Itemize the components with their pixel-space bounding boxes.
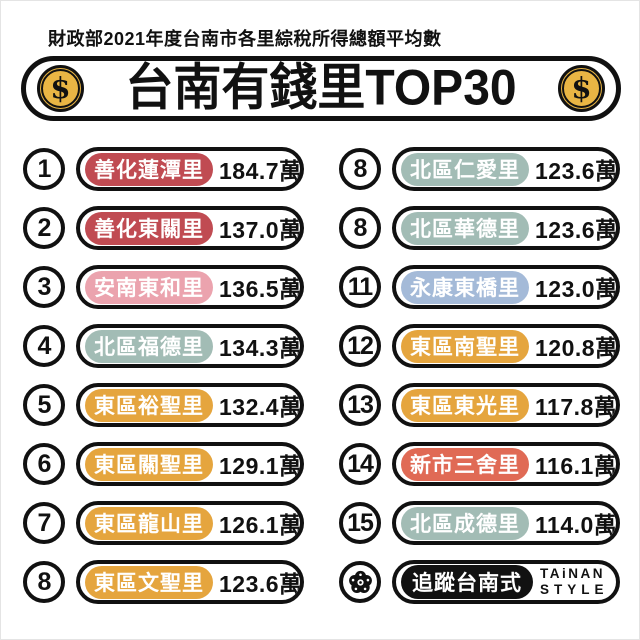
village-badge: 北區仁愛里 [401,152,529,186]
income-value: 123.6萬 [219,571,303,597]
ranking-pill: 東區文聖里 123.6萬 [76,560,304,604]
ranking-row: 1 善化蓮潭里 184.7萬 [1,147,304,191]
rank-circle: 8 [339,148,381,190]
income-value: 134.3萬 [219,335,303,361]
income-value: 123.6萬 [535,217,619,243]
village-badge: 善化東關里 [85,211,213,245]
income-value: 184.7萬 [219,158,303,184]
ranking-row: 15 北區成德里 114.0萬 [315,501,620,545]
income-value: 136.5萬 [219,276,303,302]
rank-circle: 7 [23,502,65,544]
ranking-pill: 北區福德里 134.3萬 [76,324,304,368]
plum-blossom-icon [339,561,381,603]
rank-circle: 4 [23,325,65,367]
ranking-pill: 東區裕聖里 132.4萬 [76,383,304,427]
ranking-pill: 北區成德里 114.0萬 [392,501,620,545]
income-value: 129.1萬 [219,453,303,479]
village-badge: 東區龍山里 [85,506,213,540]
ranking-row: 2 善化東關里 137.0萬 [1,206,304,250]
village-badge: 北區成德里 [401,506,529,540]
village-badge: 新市三舍里 [401,447,529,481]
rank-circle: 11 [339,266,381,308]
rank-circle: 8 [23,561,65,603]
village-badge: 北區華德里 [401,211,529,245]
coin-icon: $ [37,65,84,112]
brand-logo: TAiNAN STYLE [540,566,609,597]
income-value: 114.0萬 [535,512,618,538]
income-value: 120.8萬 [535,335,619,361]
ranking-pill: 東區關聖里 129.1萬 [76,442,304,486]
dollar-sign-icon: $ [571,71,592,105]
rank-circle: 2 [23,207,65,249]
ranking-row: 6 東區關聖里 129.1萬 [1,442,304,486]
rank-circle: 8 [339,207,381,249]
rank-circle: 5 [23,384,65,426]
village-badge: 善化蓮潭里 [85,152,213,186]
dollar-sign-icon: $ [50,71,71,105]
village-badge: 北區福德里 [85,329,213,363]
ranking-pill: 永康東橋里 123.0萬 [392,265,620,309]
ranking-row: 5 東區裕聖里 132.4萬 [1,383,304,427]
ranking-pill: 北區仁愛里 123.6萬 [392,147,620,191]
rank-circle: 1 [23,148,65,190]
title-banner: $ 台南有錢里TOP30 $ [21,56,621,121]
rank-circle: 13 [339,384,381,426]
brand-line2: STYLE [540,582,609,597]
ranking-row: 8 東區文聖里 123.6萬 [1,560,304,604]
ranking-pill: 善化蓮潭里 184.7萬 [76,147,304,191]
ranking-row: 8 北區華德里 123.6萬 [315,206,620,250]
income-value: 123.6萬 [535,158,619,184]
ranking-row: 8 北區仁愛里 123.6萬 [315,147,620,191]
ranking-row: 13 東區東光里 117.8萬 [315,383,620,427]
ranking-column-right: 8 北區仁愛里 123.6萬 8 北區華德里 123.6萬 11 永康東橋里 1… [315,147,620,604]
village-badge: 東區南聖里 [401,329,529,363]
village-badge: 東區文聖里 [85,565,213,599]
income-value: 116.1萬 [535,453,618,479]
income-value: 123.0萬 [535,276,619,302]
ranking-row: 3 安南東和里 136.5萬 [1,265,304,309]
income-value: 132.4萬 [219,394,303,420]
village-badge: 永康東橋里 [401,270,529,304]
ranking-row: 14 新市三舍里 116.1萬 [315,442,620,486]
income-value: 126.1萬 [219,512,303,538]
rank-circle: 6 [23,443,65,485]
ranking-column-left: 1 善化蓮潭里 184.7萬 2 善化東關里 137.0萬 3 安南東和里 13… [1,147,304,604]
ranking-row: 12 東區南聖里 120.8萬 [315,324,620,368]
ranking-pill: 東區東光里 117.8萬 [392,383,620,427]
follow-badge: 追蹤台南式 [401,565,533,599]
footer-row: 追蹤台南式 TAiNAN STYLE [315,560,620,604]
ranking-pill: 善化東關里 137.0萬 [76,206,304,250]
ranking-row: 7 東區龍山里 126.1萬 [1,501,304,545]
brand-line1: TAiNAN [540,566,605,582]
coin-icon: $ [557,65,605,112]
ranking-pill: 北區華德里 123.6萬 [392,206,620,250]
ranking-pill: 安南東和里 136.5萬 [76,265,304,309]
rank-circle: 3 [23,266,65,308]
brand-pill: 追蹤台南式 TAiNAN STYLE [392,560,620,604]
income-value: 117.8萬 [535,394,618,420]
village-badge: 東區關聖里 [85,447,213,481]
ranking-pill: 東區南聖里 120.8萬 [392,324,620,368]
income-value: 137.0萬 [219,217,303,243]
ranking-pill: 東區龍山里 126.1萬 [76,501,304,545]
page-subtitle: 財政部2021年度台南市各里綜稅所得總額平均數 [48,29,442,49]
ranking-row: 4 北區福德里 134.3萬 [1,324,304,368]
rank-circle: 12 [339,325,381,367]
village-badge: 東區東光里 [401,388,529,422]
page-title: 台南有錢里TOP30 [125,60,517,116]
ranking-row: 11 永康東橋里 123.0萬 [315,265,620,309]
village-badge: 安南東和里 [85,270,213,304]
rank-circle: 15 [339,502,381,544]
ranking-pill: 新市三舍里 116.1萬 [392,442,620,486]
village-badge: 東區裕聖里 [85,388,213,422]
rank-circle: 14 [339,443,381,485]
